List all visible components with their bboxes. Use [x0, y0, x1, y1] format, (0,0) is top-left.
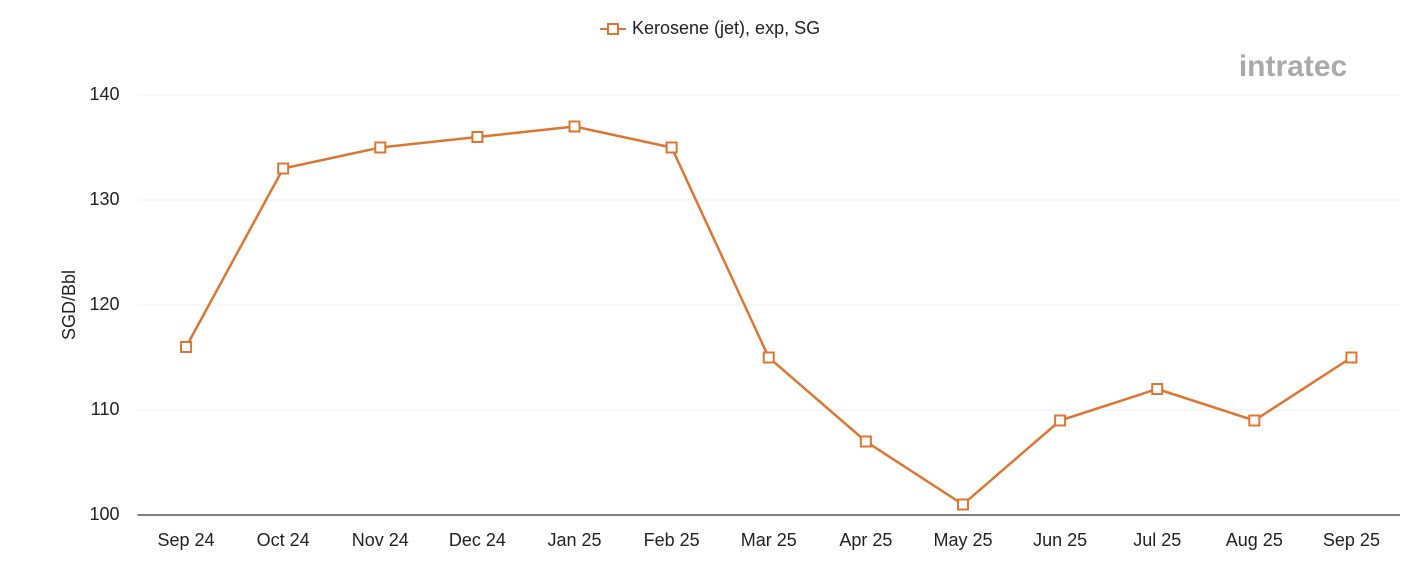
y-tick-label: 140	[89, 84, 119, 104]
marker	[1345, 351, 1358, 364]
y-tick-label: 120	[89, 294, 119, 314]
legend-marker	[607, 23, 619, 35]
y-tick-label: 110	[91, 399, 120, 419]
x-tick-label: May 25	[933, 530, 992, 550]
line	[184, 125, 1353, 507]
x-tick-label: Oct 24	[257, 530, 310, 550]
x-tick-label: Jul 25	[1133, 530, 1181, 550]
marker	[762, 351, 775, 364]
x-tick-label: Nov 24	[352, 530, 409, 550]
marker	[956, 498, 969, 511]
marker	[568, 120, 581, 133]
x-tick-label: Jun 25	[1033, 530, 1087, 550]
x-tick-label: Dec 24	[449, 530, 506, 550]
y-axis-label: SGD/Bbl	[59, 270, 79, 340]
marker	[471, 131, 484, 143]
marker	[665, 141, 678, 154]
x-tick-label: Jan 25	[547, 530, 601, 550]
x-tick-label: Sep 25	[1323, 530, 1380, 550]
marker	[374, 141, 387, 154]
y-tick-label: 100	[89, 504, 119, 524]
legend-label: Kerosene (jet), exp, SG	[632, 18, 820, 38]
marker	[1054, 414, 1067, 427]
x-tick-label: Sep 24	[158, 530, 215, 550]
marker	[1151, 383, 1164, 395]
marker	[180, 341, 193, 353]
y-tick-label: 130	[89, 189, 119, 209]
x-tick-label: Mar 25	[741, 530, 797, 550]
marker	[859, 435, 872, 448]
x-tick-label: Apr 25	[839, 530, 892, 550]
x-tick-label: Feb 25	[644, 530, 700, 550]
watermark: intratec	[1239, 50, 1347, 83]
marker	[1248, 414, 1261, 427]
marker	[277, 162, 290, 175]
x-tick-label: Aug 25	[1226, 530, 1283, 550]
